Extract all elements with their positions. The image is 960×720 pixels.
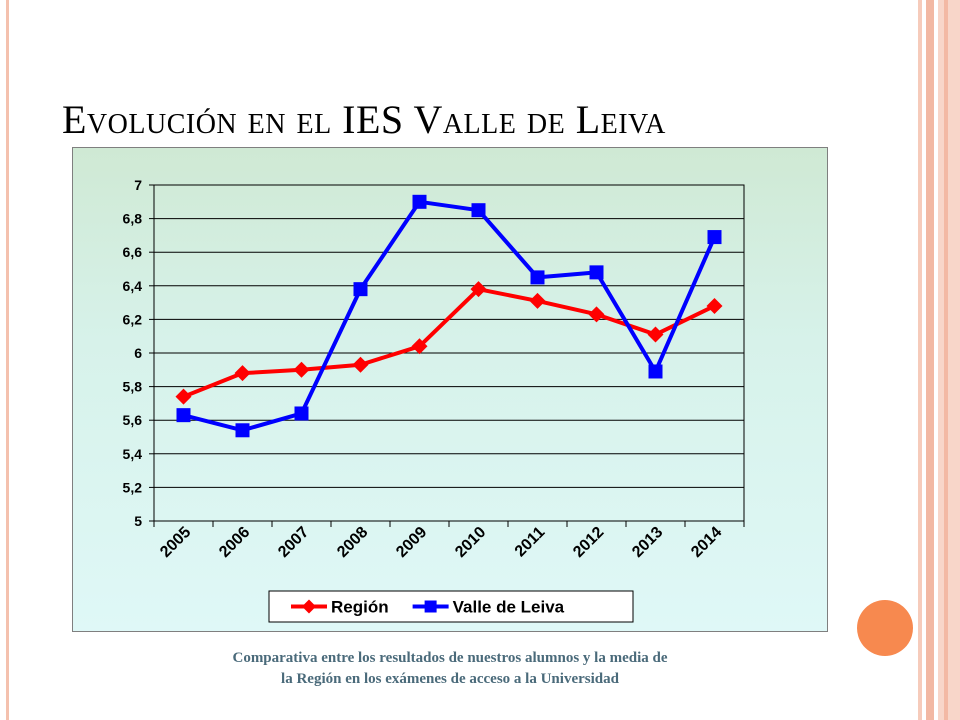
- chart-caption: Comparativa entre los resultados de nues…: [90, 648, 810, 690]
- caption-line-1: Comparativa entre los resultados de nues…: [232, 650, 668, 666]
- data-point-valle-de-leiva: [648, 364, 663, 379]
- data-point-regi-n: [647, 326, 664, 343]
- y-tick-label: 6,6: [123, 244, 143, 260]
- right-frame-stripe: [918, 0, 922, 720]
- x-tick-label: 2012: [570, 524, 607, 561]
- series-line-regi-n: [182, 287, 716, 399]
- slide-title: Evolución en el IES Valle de Leiva: [62, 97, 666, 142]
- data-point-valle-de-leiva: [176, 408, 191, 423]
- data-point-valle-de-leiva: [530, 270, 545, 285]
- legend-marker-regi-n: [302, 599, 316, 614]
- data-point-valle-de-leiva: [589, 265, 604, 280]
- legend-label-valle-de-leiva: Valle de Leiva: [453, 598, 565, 617]
- y-tick-label: 7: [134, 177, 142, 193]
- data-point-regi-n: [352, 356, 369, 373]
- x-tick-label: 2010: [452, 524, 489, 561]
- left-frame-line: [6, 0, 9, 720]
- decorative-orange-circle: [857, 600, 913, 656]
- line-chart: 5 5,2 5,4 5,6 5,8 6 6,2 6,4 6,6 6,8 7 2005 2006 2007 2…: [123, 177, 745, 623]
- y-tick-label: 6,8: [123, 211, 143, 227]
- data-point-regi-n: [234, 365, 251, 382]
- x-tick-label: 2013: [629, 524, 666, 561]
- data-point-valle-de-leiva: [294, 406, 309, 421]
- data-point-regi-n: [470, 281, 487, 298]
- x-tick-label: 2006: [216, 524, 253, 561]
- data-point-regi-n: [175, 388, 192, 405]
- data-point-valle-de-leiva: [707, 230, 722, 245]
- right-frame-stripe: [926, 0, 934, 720]
- series-line-valle-de-leiva: [183, 199, 717, 433]
- x-tick-label: 2014: [688, 524, 725, 561]
- data-point-regi-n: [706, 297, 723, 314]
- x-tick-label: 2009: [393, 524, 430, 561]
- data-point-valle-de-leiva: [471, 203, 486, 218]
- y-tick-label: 6,2: [123, 311, 143, 327]
- right-frame-stripe: [944, 0, 948, 720]
- data-point-regi-n: [293, 361, 310, 378]
- legend-box: [268, 590, 634, 623]
- x-tick-label: 2011: [512, 524, 549, 561]
- y-tick-label: 5,4: [123, 446, 143, 462]
- data-point-regi-n: [588, 306, 605, 323]
- x-tick-label: 2007: [275, 524, 312, 561]
- caption-line-2: la Región en los exámenes de acceso a la…: [281, 671, 619, 687]
- y-tick-label: 6: [134, 345, 142, 361]
- legend-marker-valle-de-leiva: [424, 600, 437, 613]
- data-point-valle-de-leiva: [412, 194, 427, 209]
- y-tick-label: 5,6: [123, 412, 143, 428]
- chart-panel: 5 5,2 5,4 5,6 5,8 6 6,2 6,4 6,6 6,8 7 2005 2006 2007 2…: [72, 147, 828, 632]
- data-point-valle-de-leiva: [353, 282, 368, 297]
- x-tick-label: 2008: [334, 524, 371, 561]
- y-tick-label: 6,4: [123, 278, 143, 294]
- legend-label-regi-n: Región: [331, 598, 389, 617]
- x-tick-label: 2005: [157, 524, 194, 561]
- data-point-regi-n: [529, 292, 546, 309]
- data-point-valle-de-leiva: [235, 423, 250, 438]
- data-point-regi-n: [411, 338, 428, 355]
- right-frame-stripe: [938, 0, 960, 720]
- y-tick-label: 5,8: [123, 379, 143, 395]
- y-tick-label: 5,2: [123, 479, 143, 495]
- y-tick-label: 5: [134, 513, 142, 529]
